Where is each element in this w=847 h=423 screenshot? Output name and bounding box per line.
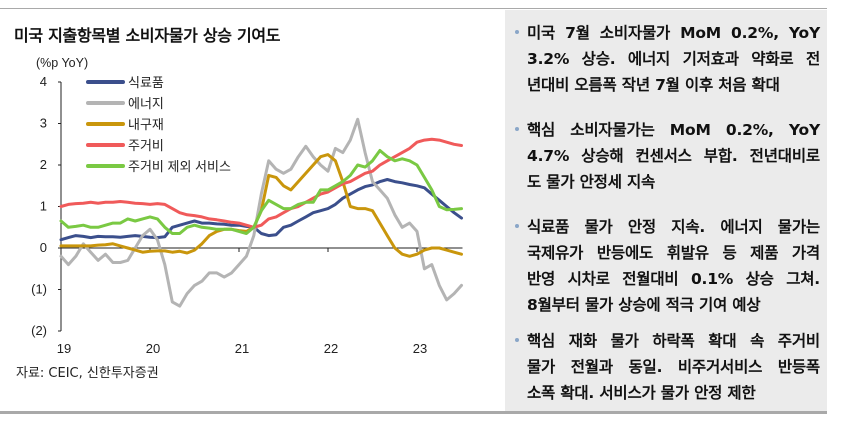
series-line-4 <box>59 149 463 235</box>
summary-bullet: 핵심 소비자물가는 MoM 0.2%, YoY 4.7% 상승해 컨센서스 부합.… <box>515 117 820 195</box>
y-tick-label: (1) <box>31 282 47 297</box>
bullet-dot-icon <box>515 224 519 228</box>
y-tick-label: 3 <box>40 116 47 131</box>
top-rule <box>0 8 827 9</box>
x-tick-label: 20 <box>146 341 160 356</box>
bullet-text-line: 핵심 소비자물가는 MoM 0.2%, YoY <box>527 121 820 139</box>
x-tick-label: 21 <box>235 341 249 356</box>
bullet-text-line: 국제유가 반등에도 휘발유 등 제품 가격 <box>527 244 820 262</box>
legend-label: 내구재 <box>128 117 164 132</box>
summary-bullet: 미국 7월 소비자물가 MoM 0.2%, YoY 3.2% 상승. 에너지 기저… <box>515 20 820 98</box>
y-tick-label: 4 <box>40 74 47 89</box>
bullet-dot-icon <box>515 338 519 342</box>
bullet-dot-icon <box>515 30 519 34</box>
bullet-text-line: 3.2% 상승. 에너지 기저효과 약화로 전 <box>527 50 820 68</box>
y-tick-label: 2 <box>40 157 47 172</box>
bullet-text-line: 미국 7월 소비자물가 MoM 0.2%, YoY <box>527 24 820 42</box>
bullet-text-line: 년대비 오름폭 작년 7월 이후 처음 확대 <box>527 76 780 94</box>
bottom-rule <box>0 411 827 414</box>
y-axis-label: (%p YoY) <box>36 56 88 70</box>
legend-label: 주거비 제외 서비스 <box>128 159 231 174</box>
bullet-text-line: 8월부터 물가 상승에 적극 기여 예상 <box>527 296 761 314</box>
bullet-text-line: 핵심 재화 물가 하락폭 확대 속 주거비 <box>527 332 820 350</box>
chart-title: 미국 지출항목별 소비자물가 상승 기여도 <box>14 26 281 45</box>
bullet-text-line: 반영 시차로 전월대비 0.1% 상승 그쳐. <box>527 270 820 288</box>
bullet-text-line: 물가 전월과 동일. 비주거서비스 반등폭 <box>527 358 820 376</box>
series-line-2 <box>59 153 463 258</box>
x-tick-label: 22 <box>324 341 338 356</box>
bullet-text-line: 4.7% 상승해 컨센서스 부합. 전년대비로 <box>527 147 820 165</box>
bullet-dot-icon <box>515 127 519 131</box>
bullet-text-line: 소폭 확대. 서비스가 물가 안정 제한 <box>527 384 756 402</box>
x-tick-label: 23 <box>413 341 427 356</box>
legend-label: 식료품 <box>128 75 164 90</box>
y-tick-label: 0 <box>40 240 47 255</box>
legend-label: 주거비 <box>128 138 164 153</box>
series-line-0 <box>59 178 463 242</box>
y-tick-label: 1 <box>40 199 47 214</box>
x-tick-label: 19 <box>57 341 71 356</box>
bullet-text-line: 식료품 물가 안정 지속. 에너지 물가는 <box>527 218 820 236</box>
bullet-text-line: 도 물가 안정세 지속 <box>527 173 656 191</box>
summary-panel: 미국 7월 소비자물가 MoM 0.2%, YoY 3.2% 상승. 에너지 기저… <box>505 10 827 411</box>
series-line-1 <box>59 117 463 308</box>
source-note: 자료: CEIC, 신한투자증권 <box>16 366 159 381</box>
legend-label: 에너지 <box>128 96 164 111</box>
y-tick-label: (2) <box>31 323 47 338</box>
series-line-3 <box>59 137 463 229</box>
